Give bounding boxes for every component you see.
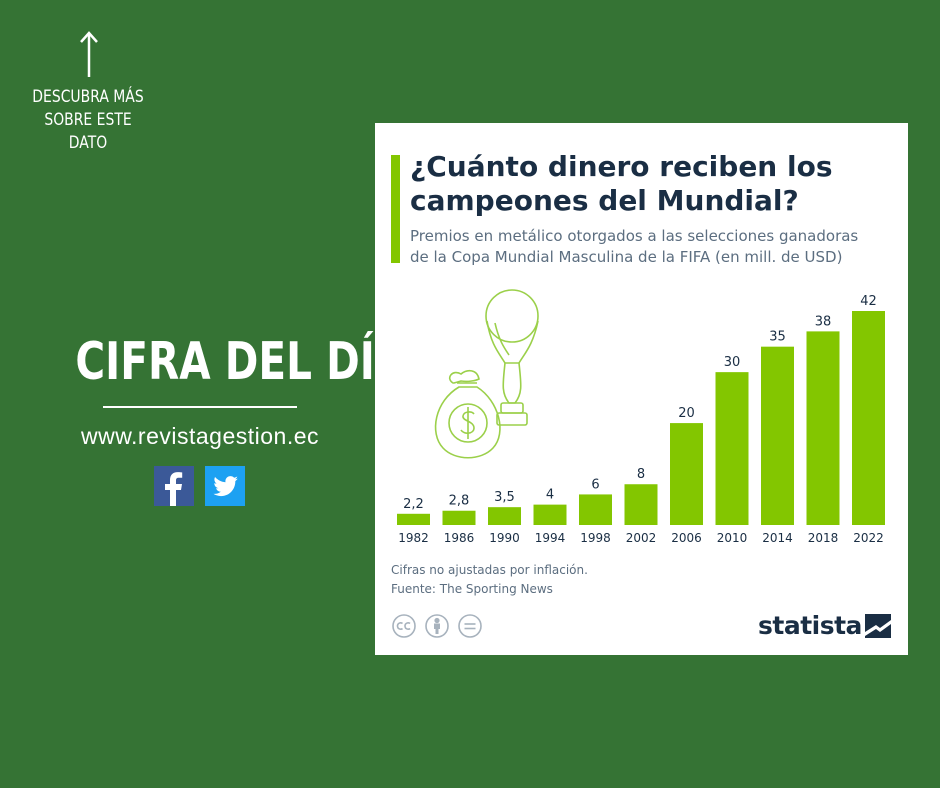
discover-line: DATO xyxy=(68,133,108,153)
value-label: 35 xyxy=(769,330,786,345)
chart-subtitle-line: Premios en metálico otorgados a las sele… xyxy=(410,227,859,245)
x-tick-label: 2010 xyxy=(717,531,748,545)
divider xyxy=(103,406,297,408)
bar-1986 xyxy=(442,510,476,525)
bar-chart: 2,2 1982 2,8 1986 3,5 1990 4 1994 6 1998 8 2002 20 20… xyxy=(397,294,885,545)
bar-2018 xyxy=(806,331,840,525)
chart-title: ¿Cuánto dinero reciben los campeones del… xyxy=(410,150,890,218)
bar-1994 xyxy=(533,504,567,525)
x-tick-label: 1994 xyxy=(535,531,566,545)
title-accent-bar xyxy=(391,155,400,263)
chart-subtitle-line: de la Copa Mundial Masculina de la FIFA … xyxy=(410,248,843,266)
bar-2002 xyxy=(624,484,658,525)
bar-2014 xyxy=(761,346,794,525)
bar-2022 xyxy=(852,311,885,525)
statista-logo-icon xyxy=(865,614,891,638)
statista-wordmark: statista xyxy=(758,611,862,640)
promo-headline: CIFRA DEL DÍA xyxy=(75,332,407,392)
up-arrow-icon xyxy=(80,31,98,77)
discover-line: SOBRE ESTE xyxy=(44,110,132,130)
value-label: 2,2 xyxy=(403,497,424,512)
bar-2010 xyxy=(715,372,749,525)
value-label: 42 xyxy=(860,294,877,309)
value-label: 38 xyxy=(815,314,832,329)
bar-1990 xyxy=(488,507,521,525)
x-tick-label: 1998 xyxy=(580,531,611,545)
x-tick-label: 1986 xyxy=(444,531,475,545)
infographic-card: ¿Cuánto dinero reciben los campeones del… xyxy=(375,123,908,655)
value-label: 20 xyxy=(678,406,695,421)
trophy-money-bag-icon xyxy=(434,289,539,459)
value-label: 6 xyxy=(591,477,599,492)
inflation-note: Cifras no ajustadas por inflación. xyxy=(391,563,588,577)
x-tick-label: 2006 xyxy=(671,531,702,545)
chart-title-line: campeones del Mundial? xyxy=(410,184,799,217)
bar-2006 xyxy=(670,423,703,525)
value-label: 2,8 xyxy=(449,494,470,509)
bar-1982 xyxy=(397,513,430,525)
value-label: 30 xyxy=(724,355,741,370)
license-icons xyxy=(392,614,482,638)
website-link[interactable]: www.revistagestion.ec xyxy=(80,423,320,449)
value-label: 8 xyxy=(637,467,645,482)
x-tick-label: 2002 xyxy=(626,531,657,545)
x-tick-label: 2014 xyxy=(762,531,793,545)
twitter-icon[interactable] xyxy=(205,466,245,506)
cc-icon xyxy=(392,614,416,638)
bar-1998 xyxy=(579,494,612,525)
x-tick-label: 2022 xyxy=(853,531,884,545)
attribution-icon xyxy=(425,614,449,638)
chart-title-line: ¿Cuánto dinero reciben los xyxy=(410,150,833,183)
x-tick-label: 2018 xyxy=(808,531,839,545)
no-derivatives-icon xyxy=(458,614,482,638)
facebook-icon[interactable] xyxy=(154,466,194,506)
source-note: Fuente: The Sporting News xyxy=(391,582,553,596)
discover-more-text[interactable]: DESCUBRA MÁS SOBRE ESTE DATO xyxy=(31,86,146,155)
x-tick-label: 1990 xyxy=(489,531,520,545)
value-label: 3,5 xyxy=(494,490,515,505)
chart-subtitle: Premios en metálico otorgados a las sele… xyxy=(410,226,905,268)
value-label: 4 xyxy=(546,488,554,503)
x-tick-label: 1982 xyxy=(398,531,429,545)
discover-line: DESCUBRA MÁS xyxy=(32,87,144,107)
chart-footnote: Cifras no ajustadas por inflación. Fuent… xyxy=(391,561,691,599)
